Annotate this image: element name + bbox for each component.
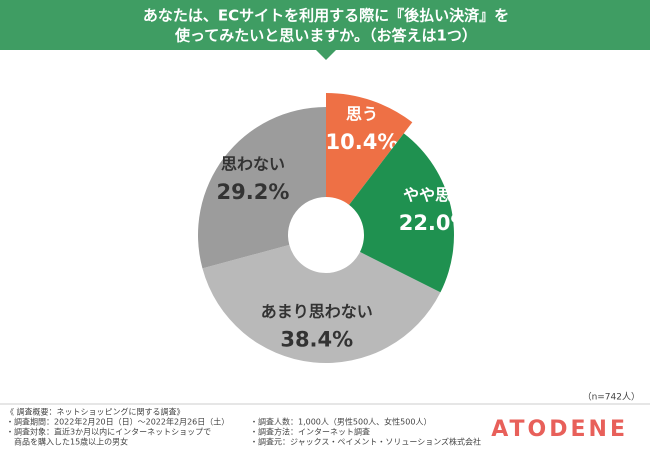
value-label: 10.4% (326, 130, 399, 154)
value-label: 38.4% (280, 328, 353, 352)
logo: ATODENE (491, 417, 628, 442)
survey-note: 商品を購入した15歳以上の男女 (6, 437, 128, 447)
title-banner (0, 0, 650, 50)
slice-label: 思わない (221, 155, 285, 174)
survey-note: ・調査期間：2022年2月20日（日）〜2022年2月26日（土） (6, 417, 229, 427)
sample-note: （n=742人） (583, 392, 640, 403)
survey-note: ・調査対象：直近3か月以内にインターネットショップで (6, 427, 211, 437)
slice (202, 244, 441, 364)
slice (197, 107, 326, 269)
value-label: 22.0% (399, 211, 472, 235)
value-label: 29.2% (217, 180, 290, 204)
banner-notch (316, 50, 336, 60)
survey-note: ・調査方法：インターネット調査 (250, 427, 370, 437)
slice-label: あまり思わない (261, 302, 373, 321)
slice (326, 93, 413, 205)
survey-note: ・調査元：ジャックス・ペイメント・ソリューションズ株式会社 (250, 437, 481, 447)
slice-label: やや思う (403, 185, 467, 204)
title-line: 使ってみたいと思いますか。（お答えは1つ） (174, 27, 477, 45)
slice (349, 133, 454, 293)
survey-note: ・調査人数：1,000人（男性500人、女性500人） (250, 417, 431, 427)
survey-note: 《 調査概要：ネットショッピングに関する調査》 (6, 407, 185, 417)
title-line: あなたは、ECサイトを利用する際に『後払い決済』を (143, 7, 509, 25)
slice-label: 思う (346, 104, 378, 123)
